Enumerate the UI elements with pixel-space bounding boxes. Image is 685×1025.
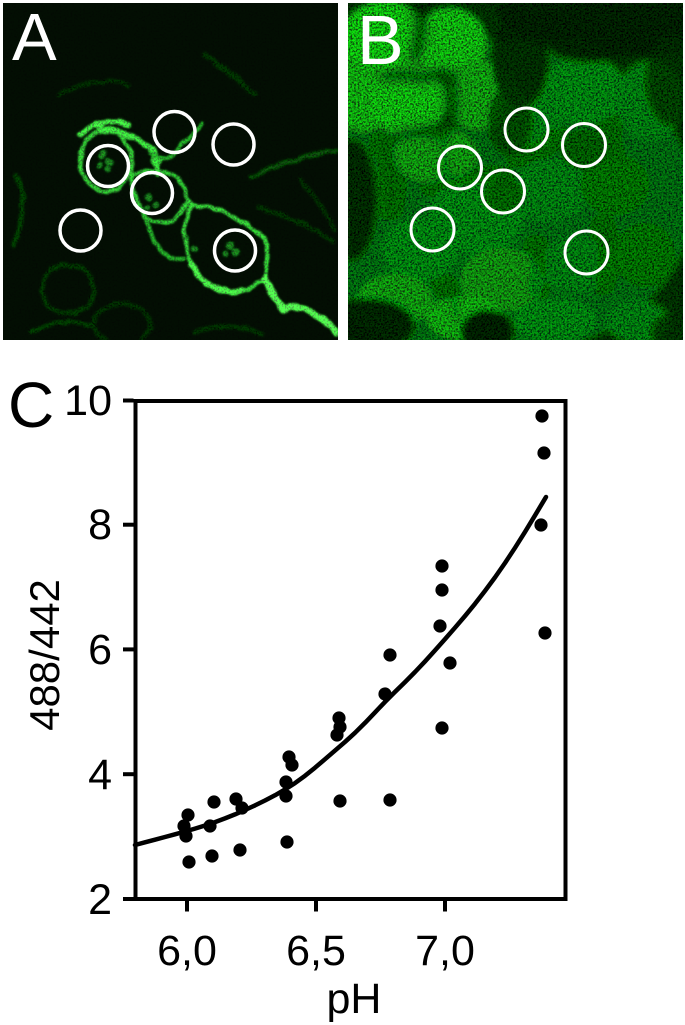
svg-text:C: C	[8, 369, 54, 441]
svg-text:10: 10	[64, 377, 112, 425]
svg-text:B: B	[357, 3, 404, 79]
svg-text:6: 6	[88, 626, 112, 674]
svg-text:A: A	[12, 3, 57, 75]
svg-text:8: 8	[88, 501, 112, 549]
svg-text:7,0: 7,0	[415, 927, 475, 975]
svg-text:6,0: 6,0	[157, 927, 217, 975]
svg-text:pH: pH	[327, 975, 382, 1023]
svg-text:4: 4	[88, 751, 112, 799]
svg-text:488/442: 488/442	[21, 579, 68, 731]
svg-text:6,5: 6,5	[286, 927, 346, 975]
svg-text:2: 2	[88, 876, 112, 924]
